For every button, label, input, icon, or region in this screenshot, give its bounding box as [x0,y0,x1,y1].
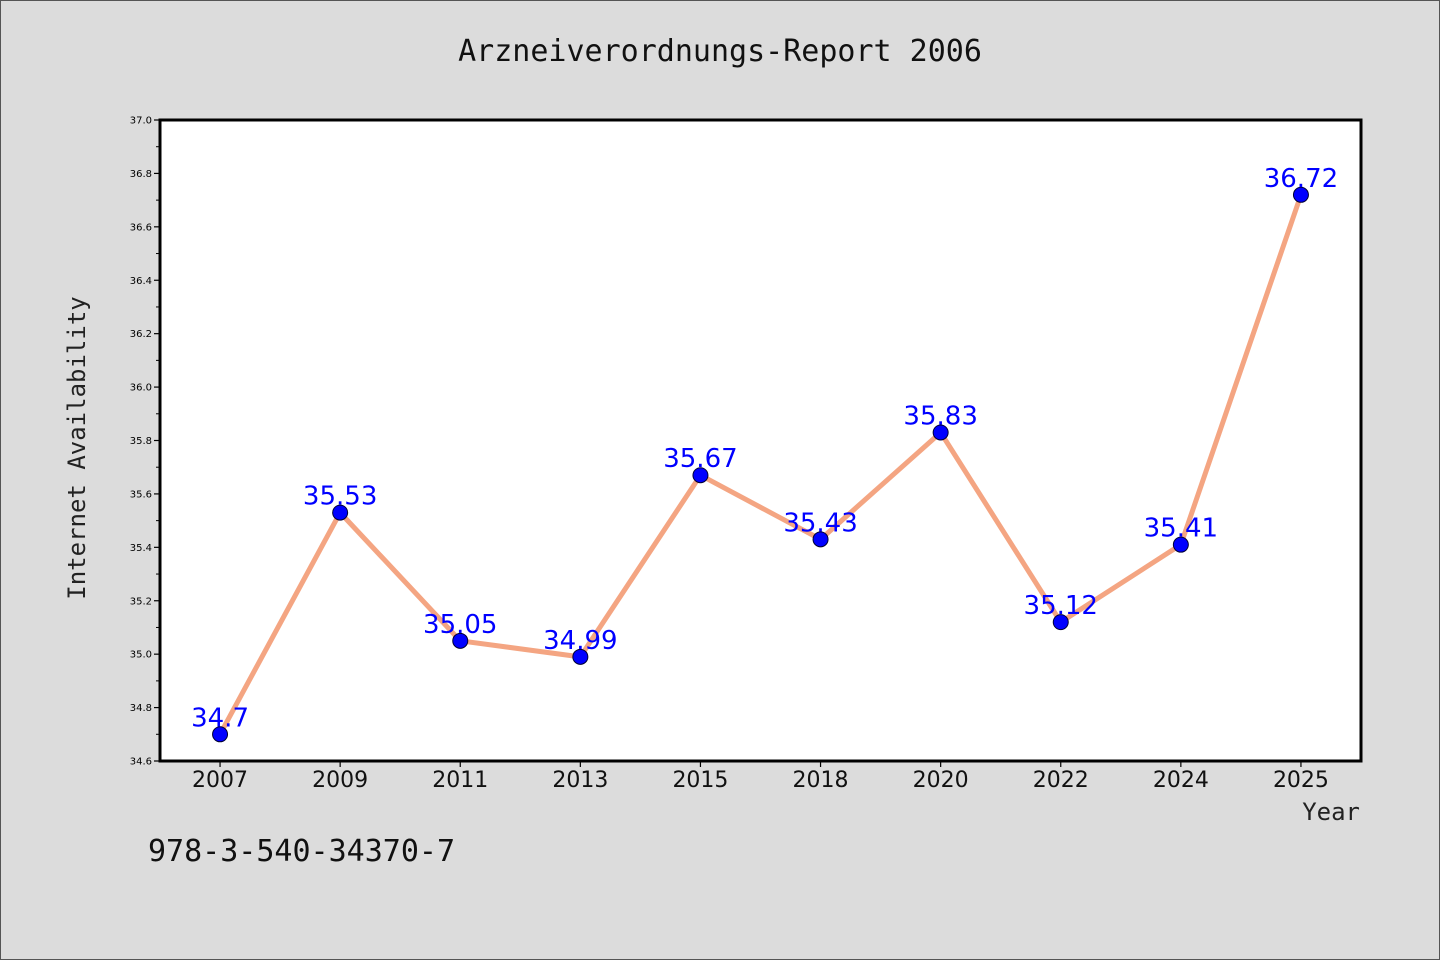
y-tick-label: 36.8 [130,169,152,180]
x-tick-label: 2025 [1273,768,1329,793]
data-point [1292,186,1309,203]
data-label: 35.67 [663,444,737,474]
y-tick-label: 36.0 [130,383,152,394]
x-tick-label: 2022 [1033,768,1089,793]
x-tick-label: 2011 [432,768,488,793]
data-label: 36.72 [1264,164,1338,194]
data-point [692,467,709,484]
data-label: 35.83 [903,401,977,431]
y-tick-label: 35.2 [130,596,152,607]
x-tick-label: 2024 [1153,768,1209,793]
x-axis-label: Year [1302,798,1360,826]
y-tick-label: 36.6 [130,222,152,233]
x-tick-label: 2009 [312,768,368,793]
y-tick-label: 37.0 [130,116,152,127]
y-tick-label: 36.4 [130,276,152,287]
x-axis: 2007 2009 2011 2013 2015 2018 2020 2022 2024 2025 [192,761,1329,793]
y-tick-label: 35.0 [130,650,152,661]
x-tick-label: 2007 [192,768,248,793]
data-point [572,648,589,665]
x-tick-label: 2020 [913,768,969,793]
data-point [932,424,949,441]
y-tick-label: 35.8 [130,436,152,447]
data-point [1052,614,1069,631]
data-point [212,726,229,743]
y-axis: 34.6 34.8 35.0 35.2 35.4 35.6 35.8 36.0 36.2 36.4… [130,116,160,768]
x-tick-label: 2013 [552,768,608,793]
data-label: 34.7 [191,703,249,733]
data-label: 34.99 [543,626,617,656]
data-point [1172,536,1189,553]
y-tick-label: 36.2 [130,329,152,340]
data-label: 35.41 [1144,514,1218,544]
data-point [452,632,469,649]
y-tick-label: 34.6 [130,757,152,768]
data-point [812,531,829,548]
data-point [332,504,349,521]
x-tick-label: 2015 [672,768,728,793]
footnote: 978-3-540-34370-7 [148,834,456,869]
data-label: 35.05 [423,610,497,640]
y-tick-label: 34.8 [130,703,152,714]
series-line [217,192,1304,737]
data-label: 35.12 [1024,591,1098,621]
y-axis-label: Internet Availability [63,296,91,599]
data-label: 35.43 [783,508,857,538]
y-tick-label: 35.4 [130,543,152,554]
chart-title: Arzneiverordnungs-Report 2006 [458,34,982,69]
y-tick-label: 35.6 [130,489,152,500]
series: 34.7 35.53 35.05 34.99 35.67 35.43 35.83 35.12 3… [191,164,1338,743]
data-label: 35.53 [303,482,377,512]
plot-area [158,118,1363,763]
x-tick-label: 2018 [793,768,849,793]
